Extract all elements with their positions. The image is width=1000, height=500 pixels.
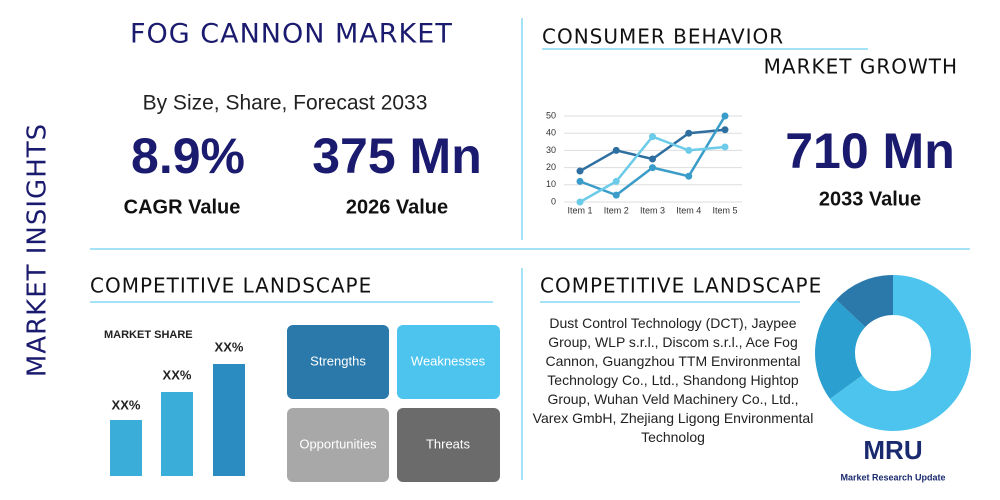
bar: [110, 420, 142, 476]
bar: [213, 364, 245, 476]
stat-value: 8.9%: [131, 128, 245, 184]
swot-box: [397, 325, 500, 399]
x-tick-label: Item 4: [676, 205, 701, 215]
point: [649, 155, 656, 163]
section-title: COMPETITIVE LANDSCAPE: [540, 274, 822, 298]
bar-label: XX%: [112, 397, 141, 412]
point: [612, 146, 620, 154]
section-title: COMPETITIVE LANDSCAPE: [90, 274, 372, 298]
swot-label: Weaknesses: [411, 353, 486, 368]
point: [685, 146, 693, 154]
point: [612, 191, 620, 199]
point: [576, 167, 584, 175]
x-tick-label: Item 2: [604, 205, 629, 215]
bar-label: XX%: [163, 367, 192, 382]
x-tick-label: Item 5: [712, 205, 737, 215]
point: [576, 177, 584, 185]
y-tick-label: 20: [546, 162, 556, 172]
point: [685, 172, 693, 180]
swot-box: [397, 408, 500, 482]
swot-box: [287, 408, 389, 482]
stat-value: 375 Mn: [312, 128, 482, 184]
point: [649, 164, 656, 172]
title: FOG CANNON MARKET: [130, 19, 453, 50]
point: [576, 198, 584, 206]
swot-box: [287, 325, 389, 399]
section-title: CONSUMER BEHAVIOR: [542, 25, 784, 49]
donut-segment: [814, 299, 866, 399]
stat-label: CAGR Value: [124, 196, 241, 218]
point: [612, 177, 620, 185]
bar-label: XX%: [215, 339, 244, 354]
side-label: MARKET INSIGHTS: [23, 123, 53, 377]
point: [685, 129, 693, 137]
point: [721, 126, 729, 134]
swot-label: Strengths: [310, 353, 366, 368]
logo-mark: MRU: [863, 435, 922, 465]
subtitle: By Size, Share, Forecast 2033: [143, 92, 428, 115]
point: [721, 112, 729, 120]
stat-label: 2026 Value: [346, 196, 448, 218]
x-tick-label: Item 3: [640, 205, 665, 215]
logo-name: Market Research Update: [840, 472, 945, 482]
swot-label: Opportunities: [299, 436, 377, 451]
y-tick-label: 50: [546, 110, 556, 120]
bar: [161, 392, 193, 476]
stat-label: 2033 Value: [819, 188, 921, 210]
y-tick-label: 30: [546, 145, 556, 155]
donut-segment: [836, 275, 893, 327]
stat-value: 710 Mn: [785, 123, 955, 179]
x-tick-label: Item 1: [567, 205, 592, 215]
y-tick-label: 0: [551, 196, 556, 206]
point: [649, 133, 656, 141]
y-tick-label: 10: [546, 179, 556, 189]
competitor-list: Dust Control Technology (DCT), Jaypee Gr…: [532, 315, 814, 445]
chart-title: MARKET SHARE: [104, 329, 193, 341]
point: [721, 143, 729, 151]
swot-label: Threats: [426, 436, 471, 451]
y-tick-label: 40: [546, 128, 556, 138]
donut-segment: [829, 275, 971, 431]
section-subtitle: MARKET GROWTH: [764, 55, 958, 79]
